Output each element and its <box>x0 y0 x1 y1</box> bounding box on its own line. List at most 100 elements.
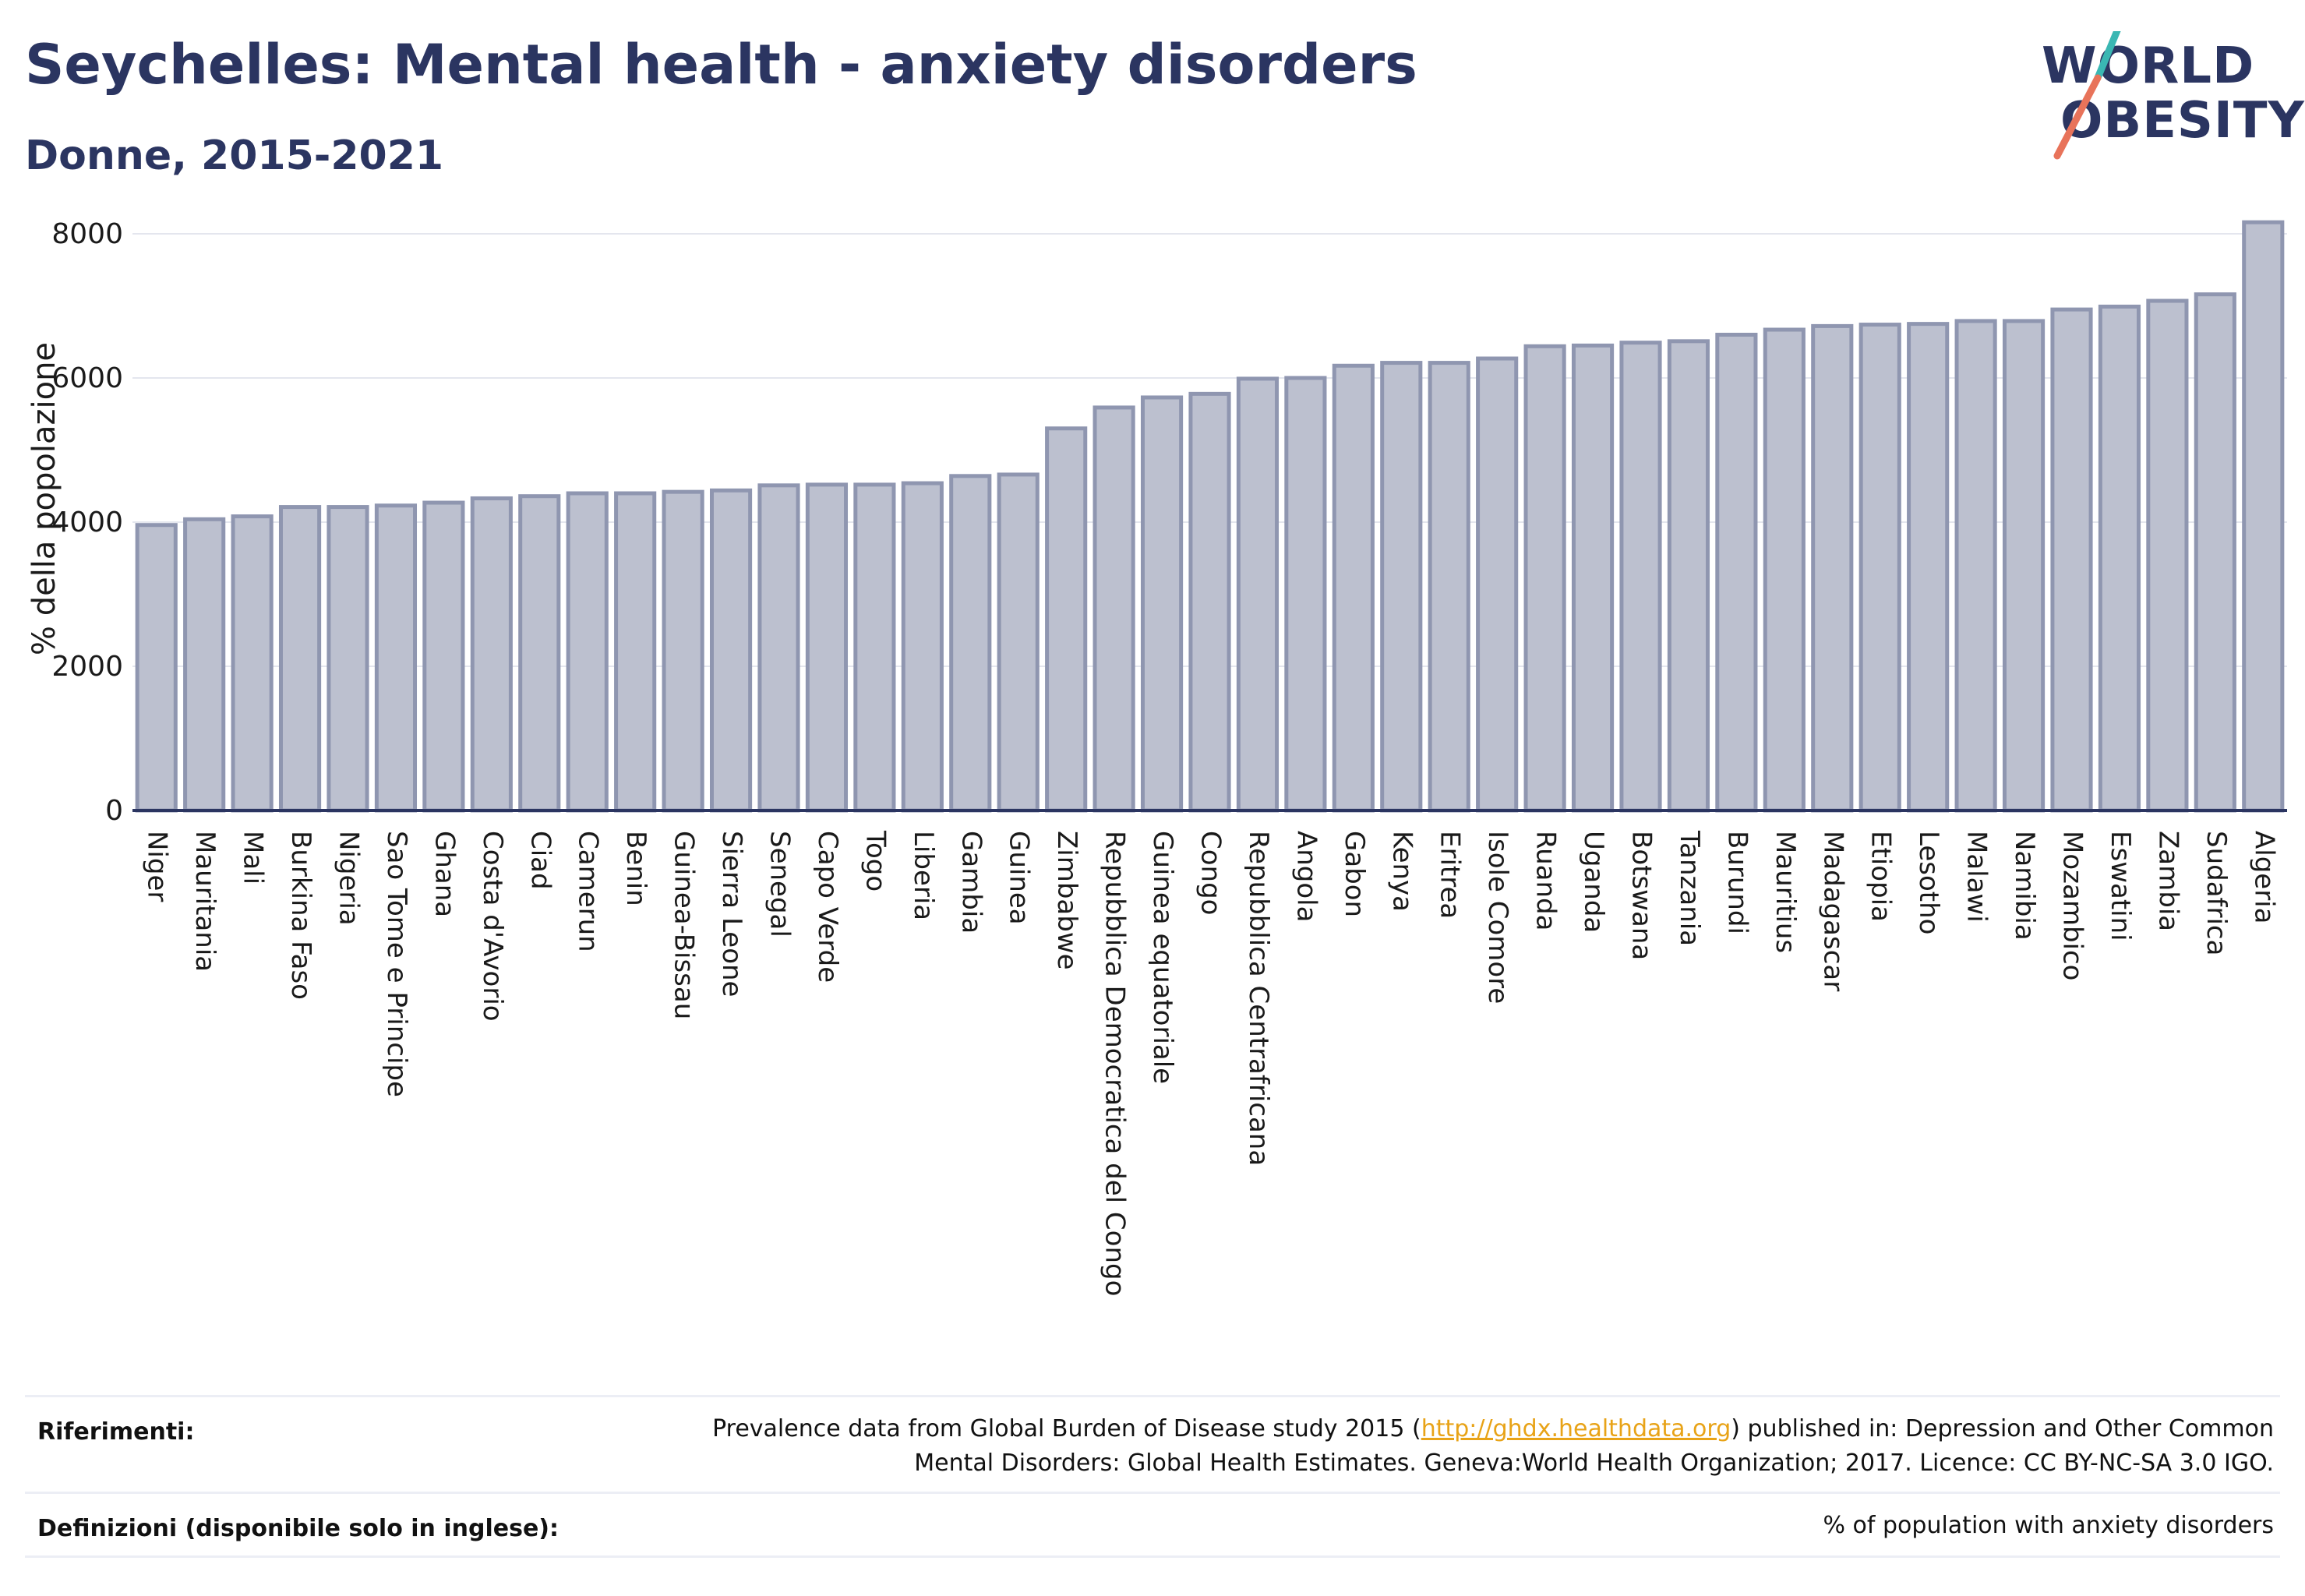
y-tick-label: 0 <box>105 795 123 827</box>
y-axis-ticks: 0 2000 4000 6000 8000 <box>51 218 123 827</box>
logo-word-world: WORLD <box>2042 37 2255 95</box>
bar[interactable] <box>1619 341 1662 813</box>
x-tick-label: Repubblica Centrafricana <box>1243 831 1274 1166</box>
x-tick-label: Sierra Leone <box>716 831 747 997</box>
x-tick-label: Angola <box>1290 831 1322 922</box>
bar[interactable] <box>2098 304 2141 813</box>
x-tick-label: Gabon <box>1339 831 1370 917</box>
bar[interactable] <box>901 481 944 813</box>
x-tick-label: Costa d'Avorio <box>477 831 508 1022</box>
x-tick-label: Isole Comore <box>1482 831 1513 1004</box>
x-tick-label: Repubblica Democratica del Congo <box>1100 831 1131 1296</box>
x-tick-label: Congo <box>1195 831 1227 915</box>
x-tick-label: Malawi <box>1961 831 1993 923</box>
bar[interactable] <box>709 488 753 813</box>
bar[interactable] <box>518 494 561 813</box>
x-axis-labels: Niger Mauritania Mali Burkina Faso Nigeria Sa… <box>142 830 2280 1296</box>
logo-slash-icon <box>2053 31 2121 160</box>
x-tick-label: Guinea <box>1004 831 1035 925</box>
bar-chart: 0 2000 4000 6000 8000 Niger Mauritania Mali Bur… <box>26 218 2287 1296</box>
bar[interactable] <box>2002 319 2046 813</box>
bar[interactable] <box>231 514 274 813</box>
x-tick-label: Mauritius <box>1770 831 1801 953</box>
x-tick-label: Mali <box>238 831 269 885</box>
bars <box>135 220 2285 813</box>
bar[interactable] <box>470 496 513 813</box>
x-tick-label: Madagascar <box>1817 831 1848 991</box>
bar[interactable] <box>1045 426 1088 813</box>
references-text-line2: Mental Disorders: Global Health Estimate… <box>914 1449 2274 1477</box>
bar[interactable] <box>2242 220 2285 813</box>
bar[interactable] <box>1380 361 1423 813</box>
references-text: Prevalence data from Global Burden of Di… <box>712 1412 2274 1481</box>
bar[interactable] <box>2146 298 2189 813</box>
bar[interactable] <box>1092 405 1135 813</box>
world-obesity-logo: WORLD OBESITY <box>2026 31 2304 171</box>
footer-divider-top <box>25 1395 2280 1397</box>
bar[interactable] <box>662 489 704 813</box>
bar[interactable] <box>1715 333 1758 813</box>
bar[interactable] <box>135 523 178 813</box>
x-tick-label: Benin <box>620 831 651 906</box>
x-tick-label: Uganda <box>1578 831 1609 933</box>
x-tick-label: Nigeria <box>334 831 365 926</box>
x-tick-label: Ghana <box>429 831 460 917</box>
bar[interactable] <box>757 483 800 813</box>
bar[interactable] <box>1476 356 1519 813</box>
footer-divider-middle <box>25 1492 2280 1494</box>
bar[interactable] <box>327 505 369 813</box>
y-tick-label: 6000 <box>51 362 123 394</box>
x-tick-label: Guinea-Bissau <box>669 831 700 1019</box>
x-tick-label: Camerun <box>573 831 604 952</box>
bar[interactable] <box>1140 395 1184 813</box>
bar[interactable] <box>1236 376 1280 813</box>
x-tick-label: Sao Tome e Principe <box>381 831 412 1097</box>
bar[interactable] <box>1811 323 1854 813</box>
x-tick-label: Zambia <box>2152 831 2183 931</box>
x-tick-label: Tanzania <box>1674 830 1705 946</box>
bar[interactable] <box>853 482 896 813</box>
bar[interactable] <box>997 472 1040 813</box>
bar[interactable] <box>422 500 465 813</box>
bar[interactable] <box>278 505 322 813</box>
bar[interactable] <box>1763 327 1806 813</box>
bar[interactable] <box>1188 391 1231 813</box>
x-tick-label: Togo <box>860 830 891 892</box>
x-tick-label: Burkina Faso <box>285 831 316 1000</box>
chart-subtitle: Donne, 2015-2021 <box>25 132 444 179</box>
bar[interactable] <box>183 517 226 813</box>
y-axis-label: % della popolazione <box>26 342 62 655</box>
x-tick-label: Sudafrica <box>2201 831 2232 955</box>
bar[interactable] <box>2050 307 2093 813</box>
bar[interactable] <box>1332 363 1375 813</box>
definitions-text: % of population with anxiety disorders <box>1823 1512 2274 1539</box>
references-text-before: Prevalence data from Global Burden of Di… <box>712 1415 1421 1442</box>
footer-divider-bottom <box>25 1555 2280 1558</box>
bar[interactable] <box>566 491 609 813</box>
references-label: Riferimenti: <box>37 1418 195 1446</box>
bar[interactable] <box>614 491 657 813</box>
bar[interactable] <box>1428 361 1470 813</box>
bar[interactable] <box>805 482 849 813</box>
bar[interactable] <box>1858 323 1901 813</box>
x-tick-label: Capo Verde <box>812 831 843 983</box>
bar[interactable] <box>1907 322 1950 813</box>
bar[interactable] <box>374 503 418 813</box>
references-link[interactable]: http://ghdx.healthdata.org <box>1421 1415 1731 1442</box>
bar[interactable] <box>1284 376 1327 813</box>
bar[interactable] <box>1954 319 1997 813</box>
chart-title: Seychelles: Mental health - anxiety diso… <box>25 33 1417 97</box>
x-tick-label: Guinea equatoriale <box>1147 831 1178 1084</box>
bar[interactable] <box>1571 343 1615 813</box>
x-tick-label: Ciad <box>524 831 556 890</box>
x-tick-label: Lesotho <box>1913 831 1944 934</box>
x-tick-label: Liberia <box>908 831 939 920</box>
bar[interactable] <box>949 474 992 813</box>
bar[interactable] <box>2194 292 2236 813</box>
x-tick-label: Mozambico <box>2057 831 2088 980</box>
y-tick-label: 2000 <box>51 651 123 683</box>
x-tick-label: Eritrea <box>1435 831 1466 919</box>
bar[interactable] <box>1523 344 1566 813</box>
bar[interactable] <box>1667 339 1710 813</box>
x-tick-label: Niger <box>142 831 173 902</box>
